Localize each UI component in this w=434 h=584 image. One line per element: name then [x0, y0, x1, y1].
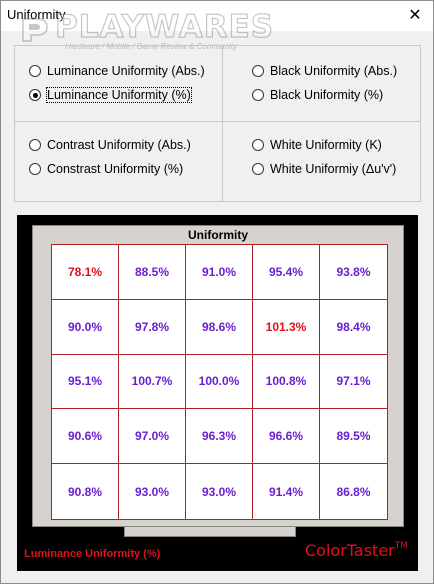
- grid-cell-r3-c5: 97.1%: [320, 355, 387, 410]
- radio-luminance-abs[interactable]: Luminance Uniformity (Abs.): [29, 64, 205, 78]
- mode-label: Luminance Uniformity (%): [24, 548, 161, 560]
- grid-cell-r4-c5: 89.5%: [320, 409, 387, 465]
- radio-contrast-pct-dot[interactable]: [29, 163, 41, 175]
- monitor-stand: [124, 527, 296, 537]
- radio-contrast-abs-dot[interactable]: [29, 139, 41, 151]
- radio-white-duv[interactable]: White Uniformiy (Δu'v'): [252, 162, 396, 176]
- radio-black-abs[interactable]: Black Uniformity (Abs.): [252, 64, 397, 78]
- horizontal-divider: [15, 121, 420, 122]
- display-title: Uniformity: [188, 228, 248, 242]
- grid-cell-r3-c1: 95.1%: [52, 354, 119, 410]
- radio-contrast-pct-label: Constrast Uniformity (%): [47, 162, 184, 176]
- radio-black-pct-label: Black Uniformity (%): [270, 88, 384, 102]
- brand-name: ColorTaster: [305, 541, 395, 560]
- radio-white-k[interactable]: White Uniformity (K): [252, 138, 382, 152]
- grid-cell-r1-c4: 95.4%: [253, 245, 320, 300]
- grid-cell-r1-c1: 78.1%: [52, 245, 119, 300]
- grid-cell-r2-c2: 97.8%: [119, 299, 186, 355]
- grid-cell-r4-c4: 96.6%: [253, 409, 320, 465]
- grid-cell-r2-c4: 101.3%: [253, 299, 320, 355]
- radio-luminance-pct[interactable]: Luminance Uniformity (%): [29, 87, 192, 103]
- grid-cell-r5-c5: 86.8%: [336, 484, 371, 499]
- radio-black-pct-dot[interactable]: [252, 89, 264, 101]
- uniformity-display: Uniformity 78.1% 88.5% 91.0% 95.4% 93.8% 90.0…: [17, 215, 418, 571]
- grid-cell-r1-c3: 91.0%: [186, 245, 253, 300]
- grid-cell-r4-c1: 90.6%: [52, 409, 119, 465]
- grid-cell-r3-c4: 100.8%: [253, 354, 320, 410]
- grid-cell-r2-c3: 98.6%: [186, 299, 253, 355]
- vertical-divider: [222, 46, 223, 201]
- grid-cell-r4-c3: 96.3%: [186, 409, 253, 465]
- grid-cell-r3-c2: 100.7%: [119, 354, 186, 410]
- radio-contrast-abs-label: Contrast Uniformity (Abs.): [47, 138, 191, 152]
- title-bar: Uniformity ✕: [1, 1, 433, 31]
- grid-cell-r3-c3: 100.0%: [186, 354, 253, 410]
- radio-luminance-pct-label: Luminance Uniformity (%): [46, 87, 192, 103]
- grid-cell-r5-c2: 93.0%: [119, 464, 186, 519]
- grid-cell-r1-c2: 88.5%: [119, 245, 186, 300]
- colortaster-brand: ColorTasterTM: [305, 541, 408, 560]
- grid-cell-r2-c1: 90.0%: [52, 299, 119, 355]
- grid-cell-r5-c3: 93.0%: [186, 464, 253, 519]
- radio-luminance-pct-dot[interactable]: [29, 89, 41, 101]
- radio-black-abs-label: Black Uniformity (Abs.): [270, 64, 398, 78]
- grid-cell-r5-c4: 91.4%: [253, 464, 320, 519]
- brand-trademark: TM: [394, 541, 408, 551]
- radio-black-pct[interactable]: Black Uniformity (%): [252, 88, 383, 102]
- radio-white-duv-label: White Uniformiy (Δu'v'): [270, 162, 397, 176]
- radio-white-k-label: White Uniformity (K): [270, 138, 382, 152]
- grid-cell-r4-c2: 97.0%: [119, 409, 186, 465]
- radio-contrast-pct[interactable]: Constrast Uniformity (%): [29, 162, 183, 176]
- radio-black-abs-dot[interactable]: [252, 65, 264, 77]
- radio-luminance-abs-dot[interactable]: [29, 65, 41, 77]
- monitor-frame: Uniformity 78.1% 88.5% 91.0% 95.4% 93.8% 90.0…: [32, 225, 404, 527]
- radio-luminance-abs-label: Luminance Uniformity (Abs.): [47, 64, 205, 78]
- grid-cell-r2-c5: 98.4%: [320, 300, 387, 355]
- options-group: Luminance Uniformity (Abs.) Luminance Un…: [14, 45, 421, 202]
- window-title: Uniformity: [7, 7, 66, 22]
- radio-white-duv-dot[interactable]: [252, 163, 264, 175]
- close-button[interactable]: ✕: [408, 7, 422, 24]
- radio-white-k-dot[interactable]: [252, 139, 264, 151]
- grid-cell-r5-c1: 90.8%: [52, 464, 119, 519]
- radio-contrast-abs[interactable]: Contrast Uniformity (Abs.): [29, 138, 191, 152]
- grid-cell-r1-c5: 93.8%: [320, 245, 387, 300]
- uniformity-grid: 78.1% 88.5% 91.0% 95.4% 93.8% 90.0% 97.8% 98.6%…: [51, 244, 388, 520]
